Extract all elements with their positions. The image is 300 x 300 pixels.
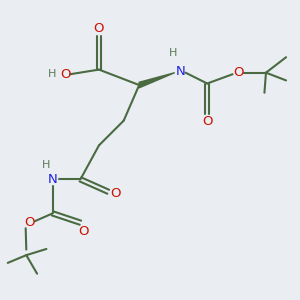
- Polygon shape: [139, 73, 175, 88]
- Text: O: O: [233, 66, 243, 79]
- Text: O: O: [202, 115, 212, 128]
- Text: H: H: [47, 69, 56, 79]
- Text: H: H: [169, 48, 177, 58]
- Text: O: O: [24, 216, 34, 229]
- Text: O: O: [78, 225, 89, 238]
- Text: O: O: [94, 22, 104, 35]
- Text: H: H: [42, 160, 51, 170]
- Text: N: N: [176, 64, 186, 78]
- Text: O: O: [61, 68, 71, 81]
- Text: N: N: [48, 173, 58, 186]
- Text: O: O: [110, 187, 120, 200]
